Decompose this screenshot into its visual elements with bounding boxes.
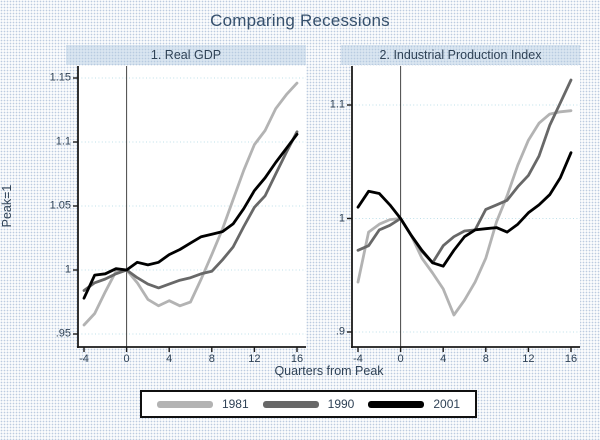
- legend-entry-1981: 1981: [156, 397, 249, 411]
- panel1-y-tick-label: 1: [64, 263, 71, 276]
- legend-label-1981: 1981: [221, 397, 249, 411]
- panel-title-real-gdp: 1. Real GDP: [66, 45, 306, 65]
- panel1-x-tick-label: 8: [208, 353, 215, 365]
- panel2-series-1981: [356, 109, 573, 317]
- panel2-series-1990: [356, 78, 573, 265]
- legend-entry-1990: 1990: [262, 397, 355, 411]
- panel1-y-tick-label: 1.15: [49, 71, 71, 84]
- legend-entry-2001: 2001: [368, 397, 460, 411]
- panel1-series-2001: [82, 132, 299, 300]
- panel1-y-tick-label: 1.1: [55, 135, 71, 148]
- panel2-y-tick-label: 1.1: [329, 98, 345, 111]
- panel1-series-1981: [82, 81, 299, 327]
- panel2-x-tick-label: 8: [482, 353, 489, 365]
- panel2-series-2001: [356, 151, 573, 268]
- panel2-x-tick-label: 16: [564, 353, 578, 365]
- panel1-x-tick-label: 4: [166, 353, 173, 365]
- panel2-y-tick-label: 1: [338, 212, 345, 225]
- legend-swatch-2001: [368, 400, 425, 408]
- legend-swatch-1990: [262, 400, 319, 408]
- panel-title-industrial-production: 2. Industrial Production Index: [341, 45, 580, 65]
- legend-swatch-1981: [156, 400, 213, 408]
- panel2-plot-area: [352, 66, 580, 347]
- panel2-y-tick-label: .9: [335, 325, 345, 338]
- panel2-x-tick-label: 0: [397, 353, 404, 365]
- panel1-x-tick-label: 16: [290, 353, 304, 365]
- panel1-y-tick-label: 1.05: [49, 199, 71, 212]
- legend-label-1990: 1990: [327, 397, 355, 411]
- panel1-x-tick-label: -4: [79, 353, 89, 365]
- panel1-series-1990: [82, 130, 299, 292]
- panel2-x-tick-label: -4: [353, 353, 363, 365]
- chart-legend: 1981 1990 2001: [140, 390, 477, 418]
- legend-label-2001: 2001: [433, 397, 461, 411]
- panel2-x-tick-label: 4: [440, 353, 447, 365]
- panel1-x-tick-label: 0: [123, 353, 130, 365]
- x-axis-title: Quarters from Peak: [274, 364, 384, 378]
- panel1-y-tick-label: .95: [55, 327, 71, 340]
- panel2-x-tick-label: 12: [522, 353, 535, 365]
- figure-title: Comparing Recessions: [210, 11, 390, 30]
- panel1-x-tick-label: 12: [248, 353, 261, 365]
